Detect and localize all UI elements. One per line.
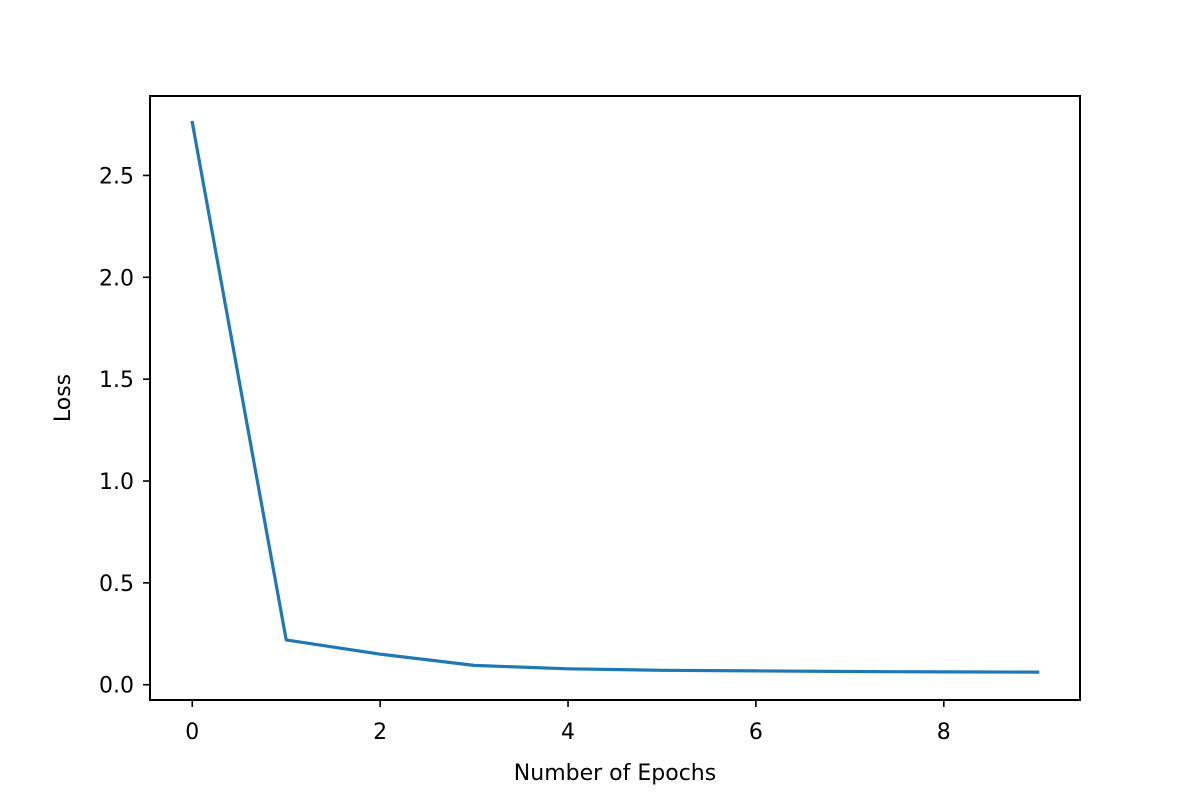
series-layer: [190, 120, 1040, 674]
x-axis-ticks: 0 2 4 6 8: [185, 700, 951, 745]
y-tick-label: 2.5: [99, 164, 134, 189]
loss-line: [190, 120, 1040, 674]
plot-frame: [149, 95, 1081, 701]
x-tick-label: 6: [749, 720, 763, 745]
y-axis-label: Loss: [51, 374, 76, 422]
x-tick-label: 2: [373, 720, 387, 745]
y-axis-ticks: 0.0 0.5 1.0 1.5 2.0 2.5: [99, 164, 150, 699]
y-tick-label: 1.5: [99, 368, 134, 393]
y-tick-label: 0.5: [99, 572, 134, 597]
x-tick-label: 4: [561, 720, 575, 745]
x-tick-label: 8: [937, 720, 951, 745]
x-axis-label: Number of Epochs: [514, 761, 716, 786]
y-tick-label: 2.0: [99, 266, 134, 291]
y-tick-label: 0.0: [99, 674, 134, 699]
plot-area: [150, 96, 1080, 700]
x-tick-label: 0: [185, 720, 199, 745]
y-tick-label: 1.0: [99, 470, 134, 495]
